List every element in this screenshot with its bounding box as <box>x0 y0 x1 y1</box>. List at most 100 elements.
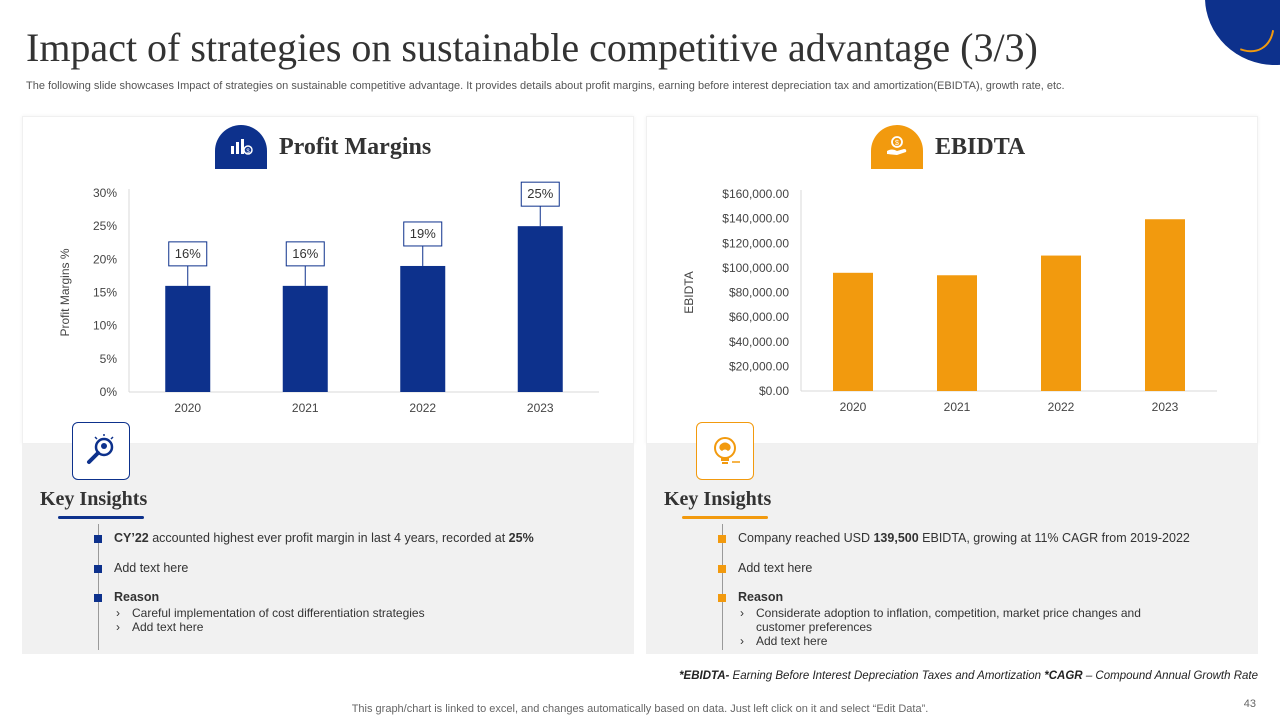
page-title: Impact of strategies on sustainable comp… <box>26 25 1038 70</box>
profit-insight-reason: Reason <box>114 590 160 604</box>
ebidta-header: $ EBIDTA <box>871 125 1025 169</box>
ebidta-insight-1: Company reached USD 139,500 EBIDTA, grow… <box>738 531 1190 545</box>
y-tick-label: 10% <box>93 319 117 333</box>
ebidta-insight-1-pre: Company reached USD <box>738 531 874 545</box>
y-tick-label: $0.00 <box>759 384 789 398</box>
ebidta-panel: $ EBIDTA $0.00 $20,000.00 $40,000.00 $60,00… <box>646 116 1258 654</box>
ebidta-insights: Key Insights Company reached USD 139,500… <box>646 422 1258 654</box>
ebidta-insights-title: Key Insights <box>664 488 772 510</box>
hand-coin-icon: $ <box>871 125 923 169</box>
profit-insight-1: CY’22 accounted highest ever profit marg… <box>114 531 534 545</box>
list-item: customer preferences <box>740 620 1141 634</box>
profit-insight-2: Add text here <box>114 561 189 575</box>
data-label: 16% <box>175 246 201 261</box>
ebidta-chart[interactable]: $0.00 $20,000.00 $40,000.00 $60,000.00 $80,0… <box>647 117 1259 445</box>
y-axis-label: EBIDTA <box>682 271 696 313</box>
ebidta-reason-2: Add text here <box>756 634 828 648</box>
y-tick-label: $80,000.00 <box>729 286 789 300</box>
y-tick-label: $20,000.00 <box>729 359 789 373</box>
footnote-def-cagr: – Compound Annual Growth Rate <box>1082 670 1258 682</box>
data-label: 19% <box>410 226 436 241</box>
ebidta-insight-reason: Reason <box>738 590 784 604</box>
y-tick-label: $40,000.00 <box>729 335 789 349</box>
x-tick-label: 2021 <box>944 400 971 414</box>
ebidta-insight-2: Add text here <box>738 561 813 575</box>
bar <box>400 265 446 392</box>
data-label: 25% <box>527 186 553 201</box>
svg-text:$: $ <box>895 140 899 147</box>
chevron-right-icon: › <box>740 634 744 648</box>
profit-insight-1-value: 25% <box>508 531 534 545</box>
profit-margins-chart[interactable]: 0% 5% 10% 15% 20% 25% 30% Profit Margins % 2020 1… <box>23 117 635 445</box>
profit-header: $ Profit Margins <box>215 125 431 169</box>
data-label-box <box>285 241 325 267</box>
x-tick-label: 2021 <box>292 401 319 415</box>
bar <box>165 285 211 392</box>
profit-reason-1: Careful implementation of cost different… <box>132 606 425 620</box>
list-item: › Careful implementation of cost differen… <box>116 606 425 620</box>
y-tick-label: $140,000.00 <box>722 212 789 226</box>
bar <box>517 226 563 392</box>
bullet-marker <box>718 565 726 573</box>
y-tick-label: 25% <box>93 219 117 233</box>
page-subtitle: The following slide showcases Impact of … <box>26 80 1065 92</box>
bottom-note: This graph/chart is linked to excel, and… <box>351 703 929 715</box>
x-tick-label: 2020 <box>840 400 867 414</box>
y-tick-label: $100,000.00 <box>722 261 789 275</box>
bar-chart-dollar-icon: $ <box>215 125 267 169</box>
ebidta-insight-1-post: EBIDTA, growing at 11% CAGR from 2019-20… <box>918 531 1190 545</box>
profit-insights-title: Key Insights <box>40 488 148 510</box>
corner-decoration <box>1205 0 1280 65</box>
profit-insights: Key Insights CY’22 accounted highest eve… <box>22 422 634 654</box>
y-tick-label: 20% <box>93 252 117 266</box>
ebidta-insights-vline <box>722 524 723 650</box>
chevron-right-icon: › <box>740 606 744 620</box>
y-tick-label: 0% <box>100 385 118 399</box>
y-tick-label: $120,000.00 <box>722 236 789 250</box>
footnote: *EBIDTA- Earning Before Interest Depreci… <box>679 670 1258 682</box>
page-number: 43 <box>1243 698 1256 710</box>
x-tick-label: 2020 <box>174 401 201 415</box>
bar <box>937 275 977 391</box>
y-axis-label: Profit Margins % <box>58 248 72 336</box>
bullet-marker <box>94 594 102 602</box>
y-tick-label: $60,000.00 <box>729 310 789 324</box>
bullet-marker <box>94 565 102 573</box>
data-label-box <box>403 221 443 247</box>
bar <box>1145 219 1185 391</box>
list-item: › Considerate adoption to inflation, comp… <box>740 606 1141 620</box>
profit-margins-panel: $ Profit Margins 0% 5% 10% 15% 20% 25% 30% Prof… <box>22 116 634 654</box>
footnote-term-cagr: *CAGR <box>1044 670 1083 682</box>
ebidta-insight-1-bold: 139,500 <box>873 531 919 545</box>
x-tick-label: 2023 <box>527 401 554 415</box>
profit-insight-1-bold: CY’22 <box>114 531 149 545</box>
profit-insights-underline <box>58 516 144 519</box>
x-tick-label: 2022 <box>1048 400 1075 414</box>
y-tick-label: 15% <box>93 286 117 300</box>
x-tick-label: 2022 <box>409 401 436 415</box>
ebidta-reason-1: Considerate adoption to inflation, compe… <box>756 606 1141 620</box>
footnote-def-ebidta: Earning Before Interest Depreciation Tax… <box>729 670 1045 682</box>
bullet-marker <box>718 594 726 602</box>
list-item: › Add text here <box>116 620 425 634</box>
y-tick-label: 30% <box>93 186 117 200</box>
profit-chart-card[interactable]: $ Profit Margins 0% 5% 10% 15% 20% 25% 30% Prof… <box>22 116 634 444</box>
data-label: 16% <box>292 246 318 261</box>
profit-reason-list: › Careful implementation of cost differen… <box>116 606 425 634</box>
x-tick-label: 2023 <box>1152 400 1179 414</box>
ebidta-chart-card[interactable]: $ EBIDTA $0.00 $20,000.00 $40,000.00 $60,00… <box>646 116 1258 444</box>
svg-text:$: $ <box>246 149 250 155</box>
bullet-marker <box>94 535 102 543</box>
bar <box>282 285 328 392</box>
footnote-term-ebidta: *EBIDTA- <box>679 670 730 682</box>
chevron-right-icon: › <box>116 606 120 620</box>
data-label-box <box>168 241 208 267</box>
profit-insights-vline <box>98 524 99 650</box>
bullet-marker <box>718 535 726 543</box>
ebidta-reason-list: › Considerate adoption to inflation, comp… <box>740 606 1141 648</box>
data-label-box <box>520 181 560 207</box>
profit-reason-2: Add text here <box>132 620 204 634</box>
bar <box>833 272 873 391</box>
ebidta-header-title: EBIDTA <box>935 133 1026 160</box>
ebidta-reason-1-cont: customer preferences <box>756 620 873 634</box>
